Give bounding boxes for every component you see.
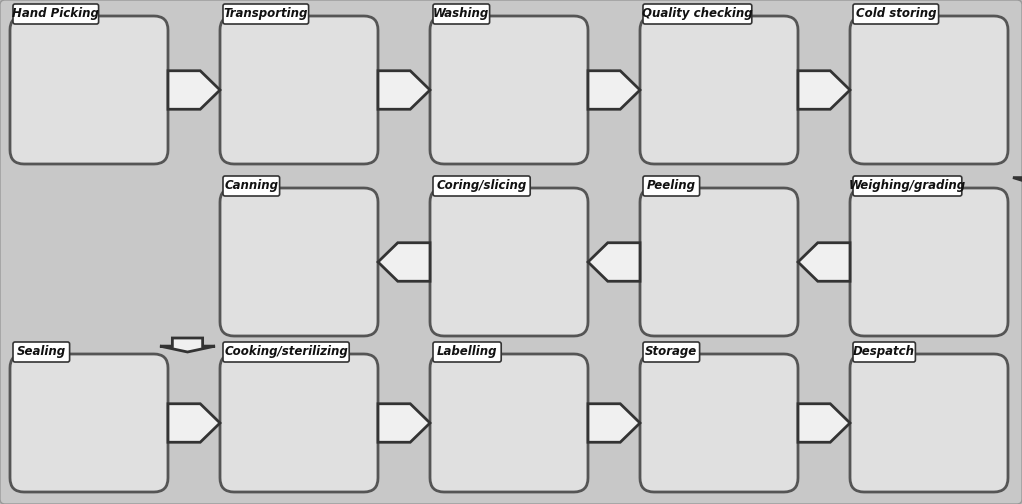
FancyBboxPatch shape [853, 176, 962, 196]
FancyBboxPatch shape [433, 176, 530, 196]
FancyBboxPatch shape [430, 16, 588, 164]
FancyBboxPatch shape [220, 16, 378, 164]
FancyBboxPatch shape [853, 342, 916, 362]
FancyBboxPatch shape [220, 354, 378, 492]
Polygon shape [588, 404, 640, 442]
Text: Quality checking: Quality checking [642, 8, 753, 21]
Text: Storage: Storage [645, 346, 697, 358]
FancyBboxPatch shape [10, 354, 168, 492]
FancyBboxPatch shape [643, 342, 700, 362]
Text: Transporting: Transporting [224, 8, 308, 21]
FancyBboxPatch shape [640, 354, 798, 492]
Text: Cold storing: Cold storing [855, 8, 936, 21]
FancyBboxPatch shape [223, 176, 280, 196]
Polygon shape [798, 404, 850, 442]
Text: Cooking/sterilizing: Cooking/sterilizing [224, 346, 347, 358]
FancyBboxPatch shape [223, 342, 350, 362]
FancyBboxPatch shape [13, 4, 98, 24]
Polygon shape [378, 243, 430, 281]
FancyBboxPatch shape [850, 188, 1008, 336]
FancyBboxPatch shape [640, 16, 798, 164]
Text: Despatch: Despatch [853, 346, 915, 358]
FancyBboxPatch shape [643, 176, 700, 196]
Polygon shape [378, 404, 430, 442]
Polygon shape [1013, 166, 1022, 186]
Text: Washing: Washing [433, 8, 490, 21]
Text: Coring/slicing: Coring/slicing [436, 179, 526, 193]
Text: Canning: Canning [224, 179, 278, 193]
FancyBboxPatch shape [850, 354, 1008, 492]
Polygon shape [588, 243, 640, 281]
Text: Hand Picking: Hand Picking [12, 8, 99, 21]
FancyBboxPatch shape [220, 188, 378, 336]
Polygon shape [168, 404, 220, 442]
FancyBboxPatch shape [430, 188, 588, 336]
Polygon shape [160, 338, 215, 352]
Polygon shape [798, 243, 850, 281]
Polygon shape [798, 71, 850, 109]
FancyBboxPatch shape [643, 4, 752, 24]
Text: Sealing: Sealing [16, 346, 65, 358]
Polygon shape [588, 71, 640, 109]
FancyBboxPatch shape [10, 16, 168, 164]
FancyBboxPatch shape [430, 354, 588, 492]
FancyBboxPatch shape [13, 342, 69, 362]
Polygon shape [378, 71, 430, 109]
FancyBboxPatch shape [850, 16, 1008, 164]
FancyBboxPatch shape [433, 4, 490, 24]
Text: Peeling: Peeling [647, 179, 696, 193]
Text: Weighing/grading: Weighing/grading [849, 179, 966, 193]
FancyBboxPatch shape [433, 342, 501, 362]
FancyBboxPatch shape [640, 188, 798, 336]
FancyBboxPatch shape [223, 4, 309, 24]
FancyBboxPatch shape [853, 4, 938, 24]
Text: Labelling: Labelling [436, 346, 498, 358]
Polygon shape [168, 71, 220, 109]
